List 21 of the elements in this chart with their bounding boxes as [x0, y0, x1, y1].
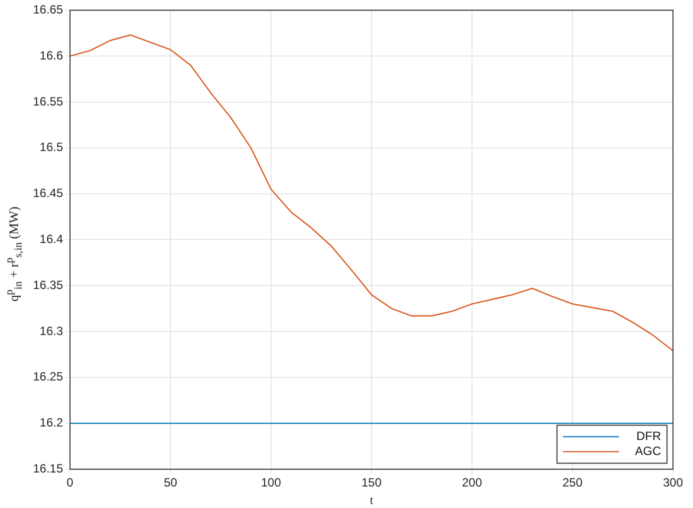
y-tick-label: 16.35 — [33, 278, 64, 292]
x-tick-label: 300 — [662, 476, 684, 490]
x-tick-label: 0 — [66, 476, 74, 490]
y-tick-label: 16.4 — [40, 232, 64, 246]
x-tick-label: 200 — [462, 476, 482, 490]
y-tick-label: 16.65 — [33, 2, 64, 17]
y-tick-label: 16.3 — [40, 324, 64, 338]
legend-label: DFR — [636, 429, 662, 444]
x-tick-label: 150 — [362, 476, 382, 490]
x-tick-label: 250 — [562, 476, 583, 490]
y-tick-label: 16.55 — [33, 94, 64, 108]
y-tick-label: 16.15 — [33, 462, 64, 476]
y-tick-label: 16.2 — [40, 416, 64, 430]
y-tick-label: 16.6 — [40, 48, 64, 62]
x-tick-label: 100 — [261, 476, 282, 490]
y-tick-label: 16.25 — [33, 370, 64, 384]
y-tick-label: 16.5 — [40, 140, 64, 154]
x-tick-label: 50 — [164, 476, 178, 490]
y-tick-label: 16.45 — [33, 186, 64, 200]
x-axis-title: t — [370, 492, 374, 507]
legend-label: AGC — [634, 444, 662, 458]
